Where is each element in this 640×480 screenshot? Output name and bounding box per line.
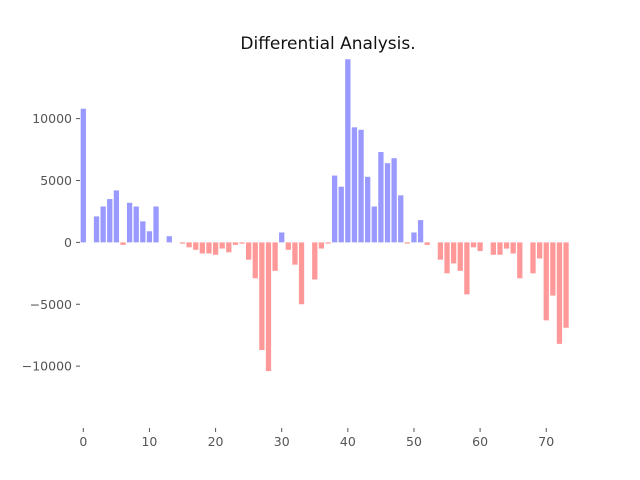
- bar-49: [404, 242, 410, 244]
- bar-37: [325, 242, 331, 244]
- chart-title: Differential Analysis.: [240, 34, 415, 54]
- bar-10: [146, 231, 153, 243]
- bar-17: [193, 242, 199, 250]
- bar-44: [371, 206, 377, 243]
- bar-25: [245, 242, 252, 260]
- y-tick-label: −5000: [30, 297, 72, 312]
- x-tick-label: 0: [79, 434, 87, 449]
- bar-71: [550, 242, 556, 296]
- bar-58: [464, 242, 470, 295]
- bar-65: [510, 242, 516, 254]
- bar-43: [365, 176, 371, 243]
- bar-18: [199, 242, 205, 254]
- x-tick-label: 40: [340, 434, 356, 449]
- bar-52: [424, 242, 430, 245]
- bar-72: [556, 242, 563, 344]
- bar-59: [470, 242, 477, 248]
- bar-63: [497, 242, 503, 255]
- x-tick-label: 20: [208, 434, 224, 449]
- bar-24: [239, 242, 245, 244]
- bar-73: [563, 242, 569, 328]
- x-axis: 0 10 20 30 40 50 60 70: [79, 428, 554, 449]
- y-tick-label: −10000: [22, 359, 72, 374]
- bar-35: [312, 242, 318, 280]
- bar-48: [398, 195, 404, 243]
- bar-57: [457, 242, 463, 271]
- bar-62: [490, 242, 496, 255]
- bar-45: [378, 152, 384, 243]
- bar-16: [186, 242, 192, 248]
- bar-39: [338, 186, 344, 243]
- bar-27: [259, 242, 265, 351]
- y-tick-label: 5000: [40, 173, 72, 188]
- bar-20: [212, 242, 219, 255]
- bar-26: [252, 242, 258, 279]
- bar-70: [543, 242, 549, 321]
- bar-7: [126, 202, 133, 243]
- bar-13: [166, 236, 172, 243]
- bar-55: [444, 242, 450, 274]
- x-tick-label: 50: [406, 434, 422, 449]
- bar-60: [477, 242, 483, 252]
- bar-54: [437, 242, 444, 260]
- bar-69: [536, 242, 543, 259]
- bars-group: [80, 59, 569, 372]
- bar-2: [93, 216, 100, 243]
- bar-33: [298, 242, 305, 305]
- bar-42: [358, 129, 364, 243]
- bar-11: [153, 206, 159, 243]
- bar-38: [331, 175, 338, 243]
- bar-32: [292, 242, 298, 265]
- bar-56: [451, 242, 457, 264]
- bar-40: [345, 59, 351, 243]
- y-axis: −10000 −5000 0 5000 10000: [22, 111, 80, 374]
- bar-23: [232, 242, 239, 245]
- bar-68: [530, 242, 536, 274]
- bar-8: [133, 206, 139, 243]
- bar-41: [351, 127, 358, 243]
- bar-64: [503, 242, 510, 249]
- bar-29: [272, 242, 278, 271]
- x-tick-label: 60: [472, 434, 488, 449]
- bar-30: [279, 232, 285, 243]
- x-tick-label: 70: [538, 434, 554, 449]
- y-tick-label: 0: [64, 235, 72, 250]
- x-tick-label: 30: [274, 434, 290, 449]
- bar-19: [206, 242, 212, 254]
- bar-3: [100, 206, 106, 243]
- y-tick-label: 10000: [32, 111, 72, 126]
- bar-9: [140, 221, 146, 243]
- bar-22: [226, 242, 232, 253]
- bar-4: [107, 199, 113, 243]
- bar-28: [265, 242, 272, 372]
- bar-50: [411, 232, 417, 243]
- bar-46: [384, 163, 391, 243]
- x-tick-label: 10: [141, 434, 157, 449]
- bar-47: [391, 158, 397, 243]
- bar-0: [80, 108, 86, 243]
- bar-36: [318, 242, 325, 249]
- bar-21: [219, 242, 225, 249]
- bar-51: [417, 220, 424, 243]
- bar-15: [179, 242, 186, 244]
- bar-6: [120, 242, 126, 245]
- bar-31: [285, 242, 291, 250]
- bar-5: [113, 190, 120, 243]
- bar-66: [517, 242, 523, 279]
